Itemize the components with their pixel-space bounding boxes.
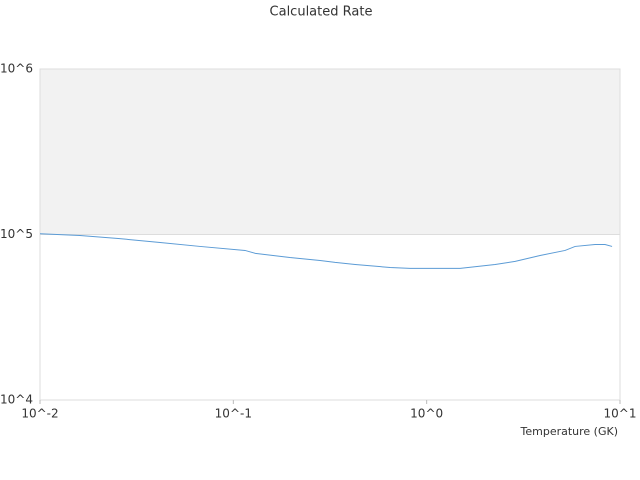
plot-band [40,69,620,235]
x-tick-label: 10^-1 [215,407,252,421]
data-line [39,233,613,269]
y-tick-label: 10^4 [0,393,33,407]
x-tick-label: 10^-2 [21,407,58,421]
y-tick-label: 10^6 [0,62,33,76]
chart-title: Calculated Rate [270,5,373,20]
y-tick-label: 10^5 [0,227,33,241]
x-tick-label: 10^1 [604,407,637,421]
x-axis-label: Temperature (GK) [520,425,619,438]
x-tick-label: 10^0 [410,407,443,421]
